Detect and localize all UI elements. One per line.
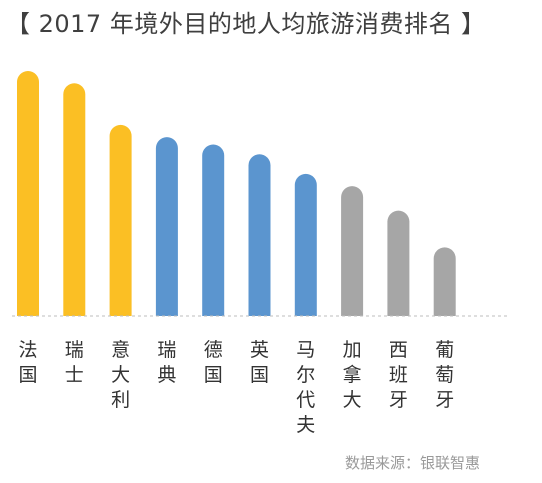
data-source: 数据来源：银联智惠	[344, 454, 480, 472]
bar-8	[341, 186, 364, 316]
category-label-2: 瑞士	[65, 339, 84, 386]
bar-1	[17, 71, 39, 316]
bars-group	[17, 71, 456, 316]
category-label-7: 马尔代夫	[296, 339, 315, 436]
bar-9	[387, 210, 410, 316]
bar-7	[294, 173, 317, 316]
category-label-6: 英国	[250, 339, 269, 386]
category-label-4: 瑞典	[157, 339, 176, 386]
chart-title: 【 2017 年境外目的地人均旅游消费排名 】	[6, 10, 486, 38]
category-label-8: 加拿大	[343, 339, 362, 411]
bar-3	[109, 124, 132, 316]
bar-5	[202, 144, 225, 316]
category-label-10: 葡萄牙	[435, 339, 454, 411]
bar-2	[63, 83, 86, 316]
bar-6	[248, 154, 271, 316]
category-label-3: 意大利	[111, 339, 130, 411]
bar-4	[155, 137, 178, 316]
bar-10	[433, 247, 456, 316]
category-label-5: 德国	[204, 339, 223, 386]
category-label-1: 法国	[18, 339, 37, 386]
category-label-9: 西班牙	[389, 339, 408, 411]
